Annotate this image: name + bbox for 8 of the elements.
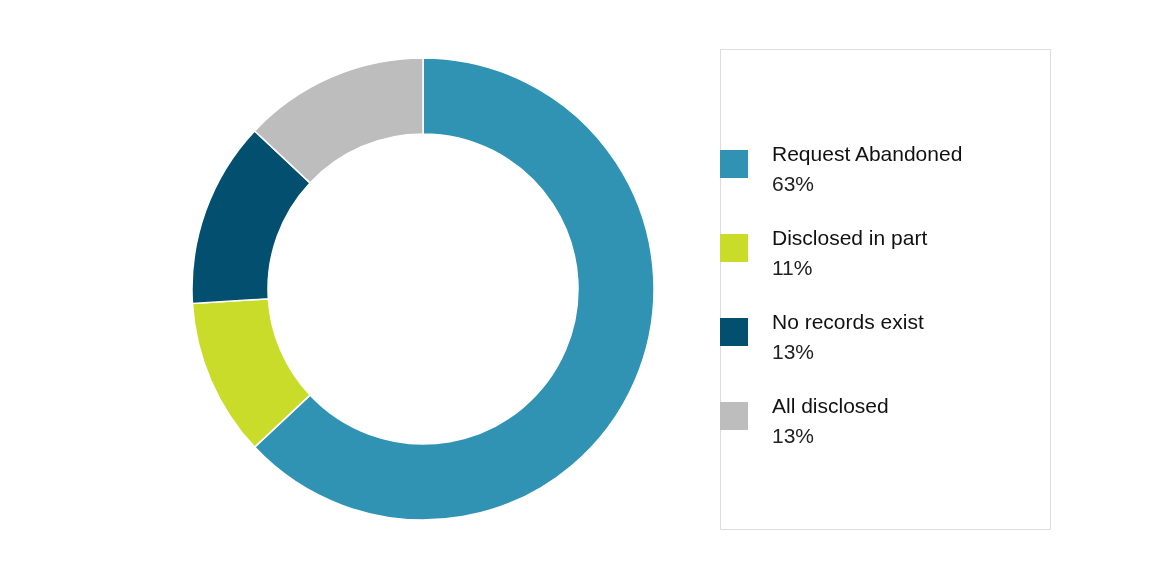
legend-label: Request Abandoned	[772, 142, 963, 165]
legend-label: No records exist	[772, 310, 924, 333]
data-label: 63%	[772, 172, 815, 195]
legend-label: Disclosed in part	[772, 226, 928, 249]
legend-label: All disclosed	[772, 394, 889, 417]
data-label: 13%	[772, 340, 815, 363]
data-label: 13%	[772, 424, 815, 447]
data-label: 11%	[772, 256, 813, 279]
